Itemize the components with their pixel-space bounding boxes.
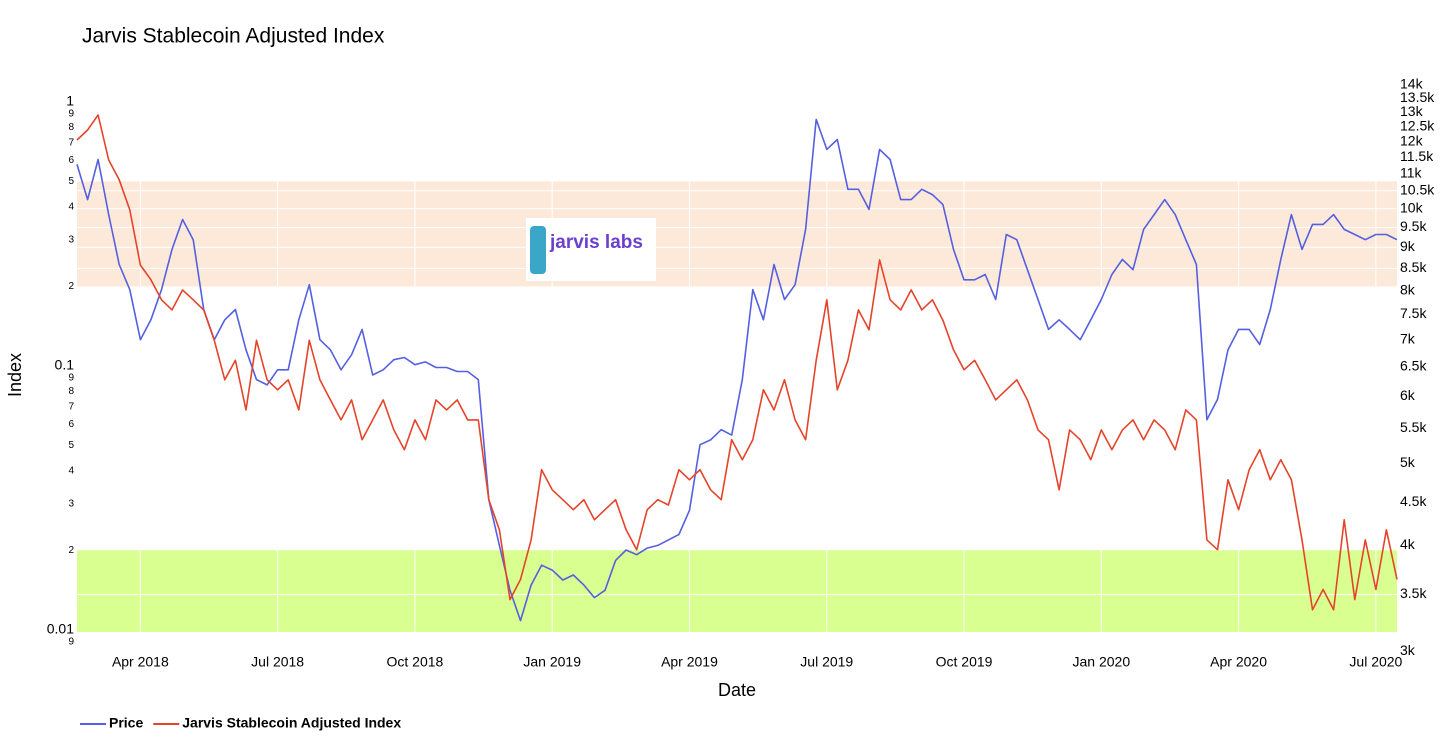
y2-tick-label: 5k (1400, 454, 1416, 470)
y2-tick-label: 5.5k (1400, 419, 1427, 435)
y-tick-label: 2 (68, 545, 74, 556)
legend-label: Price (109, 715, 143, 731)
y2-tick-label: 13.5k (1400, 89, 1435, 105)
y2-tick-label: 7.5k (1400, 305, 1427, 321)
y2-tick-label: 10k (1400, 199, 1424, 215)
y-tick-label: 5 (68, 440, 74, 451)
y2-tick-label: 10.5k (1400, 181, 1435, 197)
y2-tick-label: 11.5k (1400, 148, 1434, 164)
y2-tick-label: 4k (1400, 536, 1416, 552)
y-tick-label: 6 (68, 419, 74, 430)
y-tick-label: 3 (68, 498, 74, 509)
y-tick-label: 2 (68, 281, 74, 292)
y2-tick-label: 13k (1400, 103, 1424, 119)
x-tick-label: Jul 2020 (1349, 654, 1402, 670)
y2-tick-label: 3.5k (1400, 585, 1427, 601)
x-tick-label: Jul 2018 (251, 654, 304, 670)
y2-tick-label: 12.5k (1400, 117, 1435, 133)
y-tick-label: 4 (68, 465, 74, 476)
band (77, 181, 1397, 287)
legend-label: Jarvis Stablecoin Adjusted Index (182, 715, 401, 731)
y2-tick-label: 3k (1400, 642, 1416, 658)
x-axis-label: Date (718, 680, 756, 700)
chart-title: Jarvis Stablecoin Adjusted Index (82, 25, 385, 48)
y-tick-label: 5 (68, 176, 74, 187)
y2-tick-label: 6k (1400, 387, 1416, 403)
y-tick-label: 9 (68, 373, 74, 384)
y2-tick-label: 8k (1400, 281, 1416, 297)
y-tick-label: 3 (68, 235, 74, 246)
y2-tick-label: 11k (1400, 164, 1423, 180)
x-tick-label: Apr 2019 (661, 654, 718, 670)
y2-tick-label: 6.5k (1400, 358, 1427, 374)
y2-tick-label: 7k (1400, 330, 1416, 346)
x-tick-label: Jul 2019 (800, 654, 853, 670)
y-tick-label: 8 (68, 122, 74, 133)
x-tick-label: Jan 2019 (523, 654, 581, 670)
logo-text: jarvis labs (549, 232, 643, 253)
x-tick-label: Oct 2019 (936, 654, 993, 670)
y-tick-label: 6 (68, 155, 74, 166)
y-tick-label: 7 (68, 138, 74, 149)
x-tick-label: Apr 2018 (112, 654, 169, 670)
y2-tick-label: 9.5k (1400, 218, 1427, 234)
y-tick-label: 1 (66, 93, 74, 109)
x-tick-label: Apr 2020 (1210, 654, 1267, 670)
y-tick-label: 0.1 (55, 357, 75, 373)
x-tick-label: Oct 2018 (387, 654, 444, 670)
y-tick-label: 9 (68, 109, 74, 120)
series-line (76, 114, 1398, 611)
y2-tick-label: 12k (1400, 132, 1424, 148)
y-tick-label: 4 (68, 202, 74, 213)
series-line (76, 118, 1398, 622)
y2-tick-label: 4.5k (1400, 493, 1427, 509)
logo-box (526, 218, 656, 281)
y2-tick-label: 14k (1400, 76, 1424, 92)
band (77, 550, 1397, 632)
x-tick-label: Jan 2020 (1073, 654, 1131, 670)
y-tick-label: 8 (68, 386, 74, 397)
y2-tick-label: 8.5k (1400, 259, 1427, 275)
y-tick-label: 7 (68, 401, 74, 412)
logo-icon (530, 226, 546, 274)
y-tick-label: 9 (68, 636, 74, 647)
y-axis-label: Index (5, 353, 25, 397)
y2-tick-label: 9k (1400, 238, 1416, 254)
y-tick-label: 0.01 (47, 620, 74, 636)
